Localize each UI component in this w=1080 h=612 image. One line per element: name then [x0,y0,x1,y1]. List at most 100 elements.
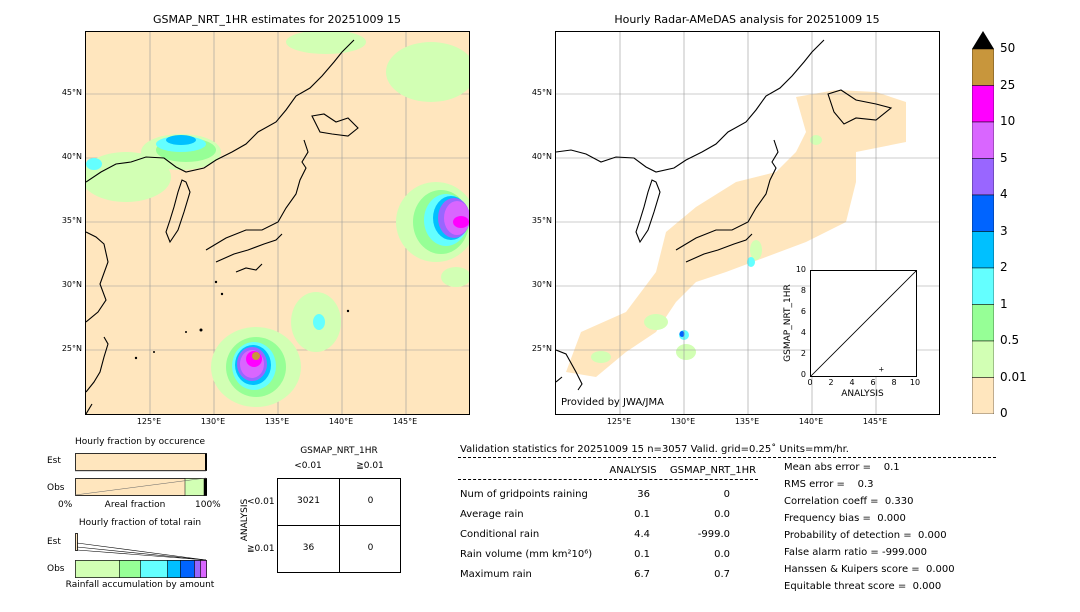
colorbar-label: 50 [1000,41,1016,55]
contingency-row2: ≧0.01 [247,544,275,554]
validation-row-label: Maximum rain [460,569,532,580]
validation-score: RMS error = 0.3 [784,479,874,490]
contingency-cell: 0 [367,543,374,553]
validation-row-gsmap: 0.0 [714,549,730,560]
right-lon-tick: 125°E [606,417,632,426]
total-est-label: Est [47,537,61,547]
contingency-cell: 0 [367,496,374,506]
colorbar-swatch [971,158,995,196]
inset-ytick: 8 [800,286,806,295]
right-lon-tick: 145°E [862,417,888,426]
inset-ytick: 6 [800,307,806,316]
colorbar-swatch [971,85,995,123]
occurrence-chart [74,453,208,497]
inset-xtick: 6 [870,378,876,387]
left-lon-tick: 130°E [200,417,226,426]
validation-row-gsmap: -999.0 [697,529,730,540]
colorbar-label: 1 [1000,296,1008,311]
right-lon-tick: 130°E [670,417,696,426]
contingency-col2: ≧0.01 [356,461,384,471]
left-map-canvas [86,32,469,414]
right-lat-tick: 35°N [531,216,552,225]
validation-score: Frequency bias = 0.000 [784,513,906,524]
validation-score: Equitable threat score = 0.000 [784,581,942,592]
contingency-cell: 3021 [297,496,320,506]
left-lat-tick: 35°N [61,216,82,225]
colorbar-canvas [971,31,995,415]
left-lon-tick: 140°E [328,417,354,426]
total-rain-title: Hourly fraction of total rain [78,518,202,528]
validation-row-label: Num of gridpoints raining [460,489,588,500]
occurrence-obs-label: Obs [47,483,65,493]
validation-row-analysis: 0.1 [634,549,650,560]
contingency-cell: 36 [302,543,315,553]
colorbar-label: 5 [1000,150,1008,165]
validation-row-label: Average rain [460,509,524,520]
inset-ytick: 2 [800,349,806,358]
colorbar-swatch [971,377,995,415]
colorbar-label: 3 [1000,223,1008,238]
left-lat-tick: 45°N [61,88,82,97]
validation-divider [458,457,996,458]
left-lon-tick: 145°E [392,417,418,426]
right-lat-tick: 30°N [531,280,552,289]
inset-xtick: 10 [909,378,921,387]
colorbar-swatch [971,194,995,232]
left-lat-tick: 25°N [61,344,82,353]
left-lon-tick: 135°E [264,417,290,426]
validation-row-gsmap: 0 [723,489,730,500]
validation-row-analysis: 0.1 [634,509,650,520]
validation-col-analysis: ANALYSIS [609,465,657,476]
inset-xtick: 0 [807,378,813,387]
right-lat-tick: 40°N [531,152,552,161]
validation-row-analysis: 6.7 [634,569,650,580]
total-obs-label: Obs [47,564,65,574]
left-lat-tick: 40°N [61,152,82,161]
occurrence-canvas [74,453,207,496]
inset-xlabel: ANALYSIS [841,389,884,399]
right-lat-tick: 45°N [531,88,552,97]
validation-col-gsmap: GSMAP_NRT_1HR [669,465,757,476]
colorbar-swatch [971,267,995,305]
right-lon-tick: 140°E [798,417,824,426]
colorbar-label: 0.5 [1000,333,1020,347]
contingency-title: GSMAP_NRT_1HR [300,446,378,456]
colorbar-label: 2 [1000,260,1008,274]
scatter-point: + [878,366,884,374]
validation-row-analysis: 36 [637,489,650,500]
colorbar-swatch [971,231,995,269]
contingency-table: 3021 0 36 0 [277,478,401,573]
occurrence-x-right: 100% [195,500,221,510]
left-map [85,31,470,415]
occurrence-x-left: 0% [58,500,73,510]
total-rain-chart [75,533,208,579]
validation-score: Probability of detection = 0.000 [784,530,947,541]
right-map-title: Hourly Radar-AMeDAS analysis for 2025100… [614,13,880,26]
colorbar-label: 4 [1000,187,1008,201]
inset-ytick: 10 [795,265,806,274]
total-rain-xlabel: Rainfall accumulation by amount [65,580,215,590]
validation-score: False alarm ratio = -999.000 [784,547,927,558]
total-rain-canvas [75,533,207,578]
inset-xtick: 8 [891,378,897,387]
colorbar-swatch [971,304,995,342]
left-map-title: GSMAP_NRT_1HR estimates for 20251009 15 [152,13,402,26]
inset-ytick: 0 [800,370,806,379]
occurrence-est-label: Est [47,456,61,466]
colorbar-swatch [971,48,995,86]
validation-row-gsmap: 0.7 [714,569,730,580]
inset-scatter: + [810,270,917,377]
right-map-canvas [556,32,939,414]
colorbar-swatch [971,121,995,159]
contingency-row1: <0.01 [247,497,275,507]
validation-header: Validation statistics for 20251009 15 n=… [460,444,849,455]
data-credit: Provided by JWA/JMA [561,397,664,408]
validation-score: Hanssen & Kuipers score = 0.000 [784,564,955,575]
validation-row-label: Rain volume (mm km²10⁶) [460,549,593,560]
colorbar-label: 0.01 [1000,369,1027,384]
colorbar-label: 10 [1000,114,1016,128]
validation-subdivider [458,479,758,480]
occurrence-title: Hourly fraction by occurence [74,437,206,447]
validation-score: Mean abs error = 0.1 [784,462,900,473]
validation-score: Correlation coeff = 0.330 [784,496,914,507]
